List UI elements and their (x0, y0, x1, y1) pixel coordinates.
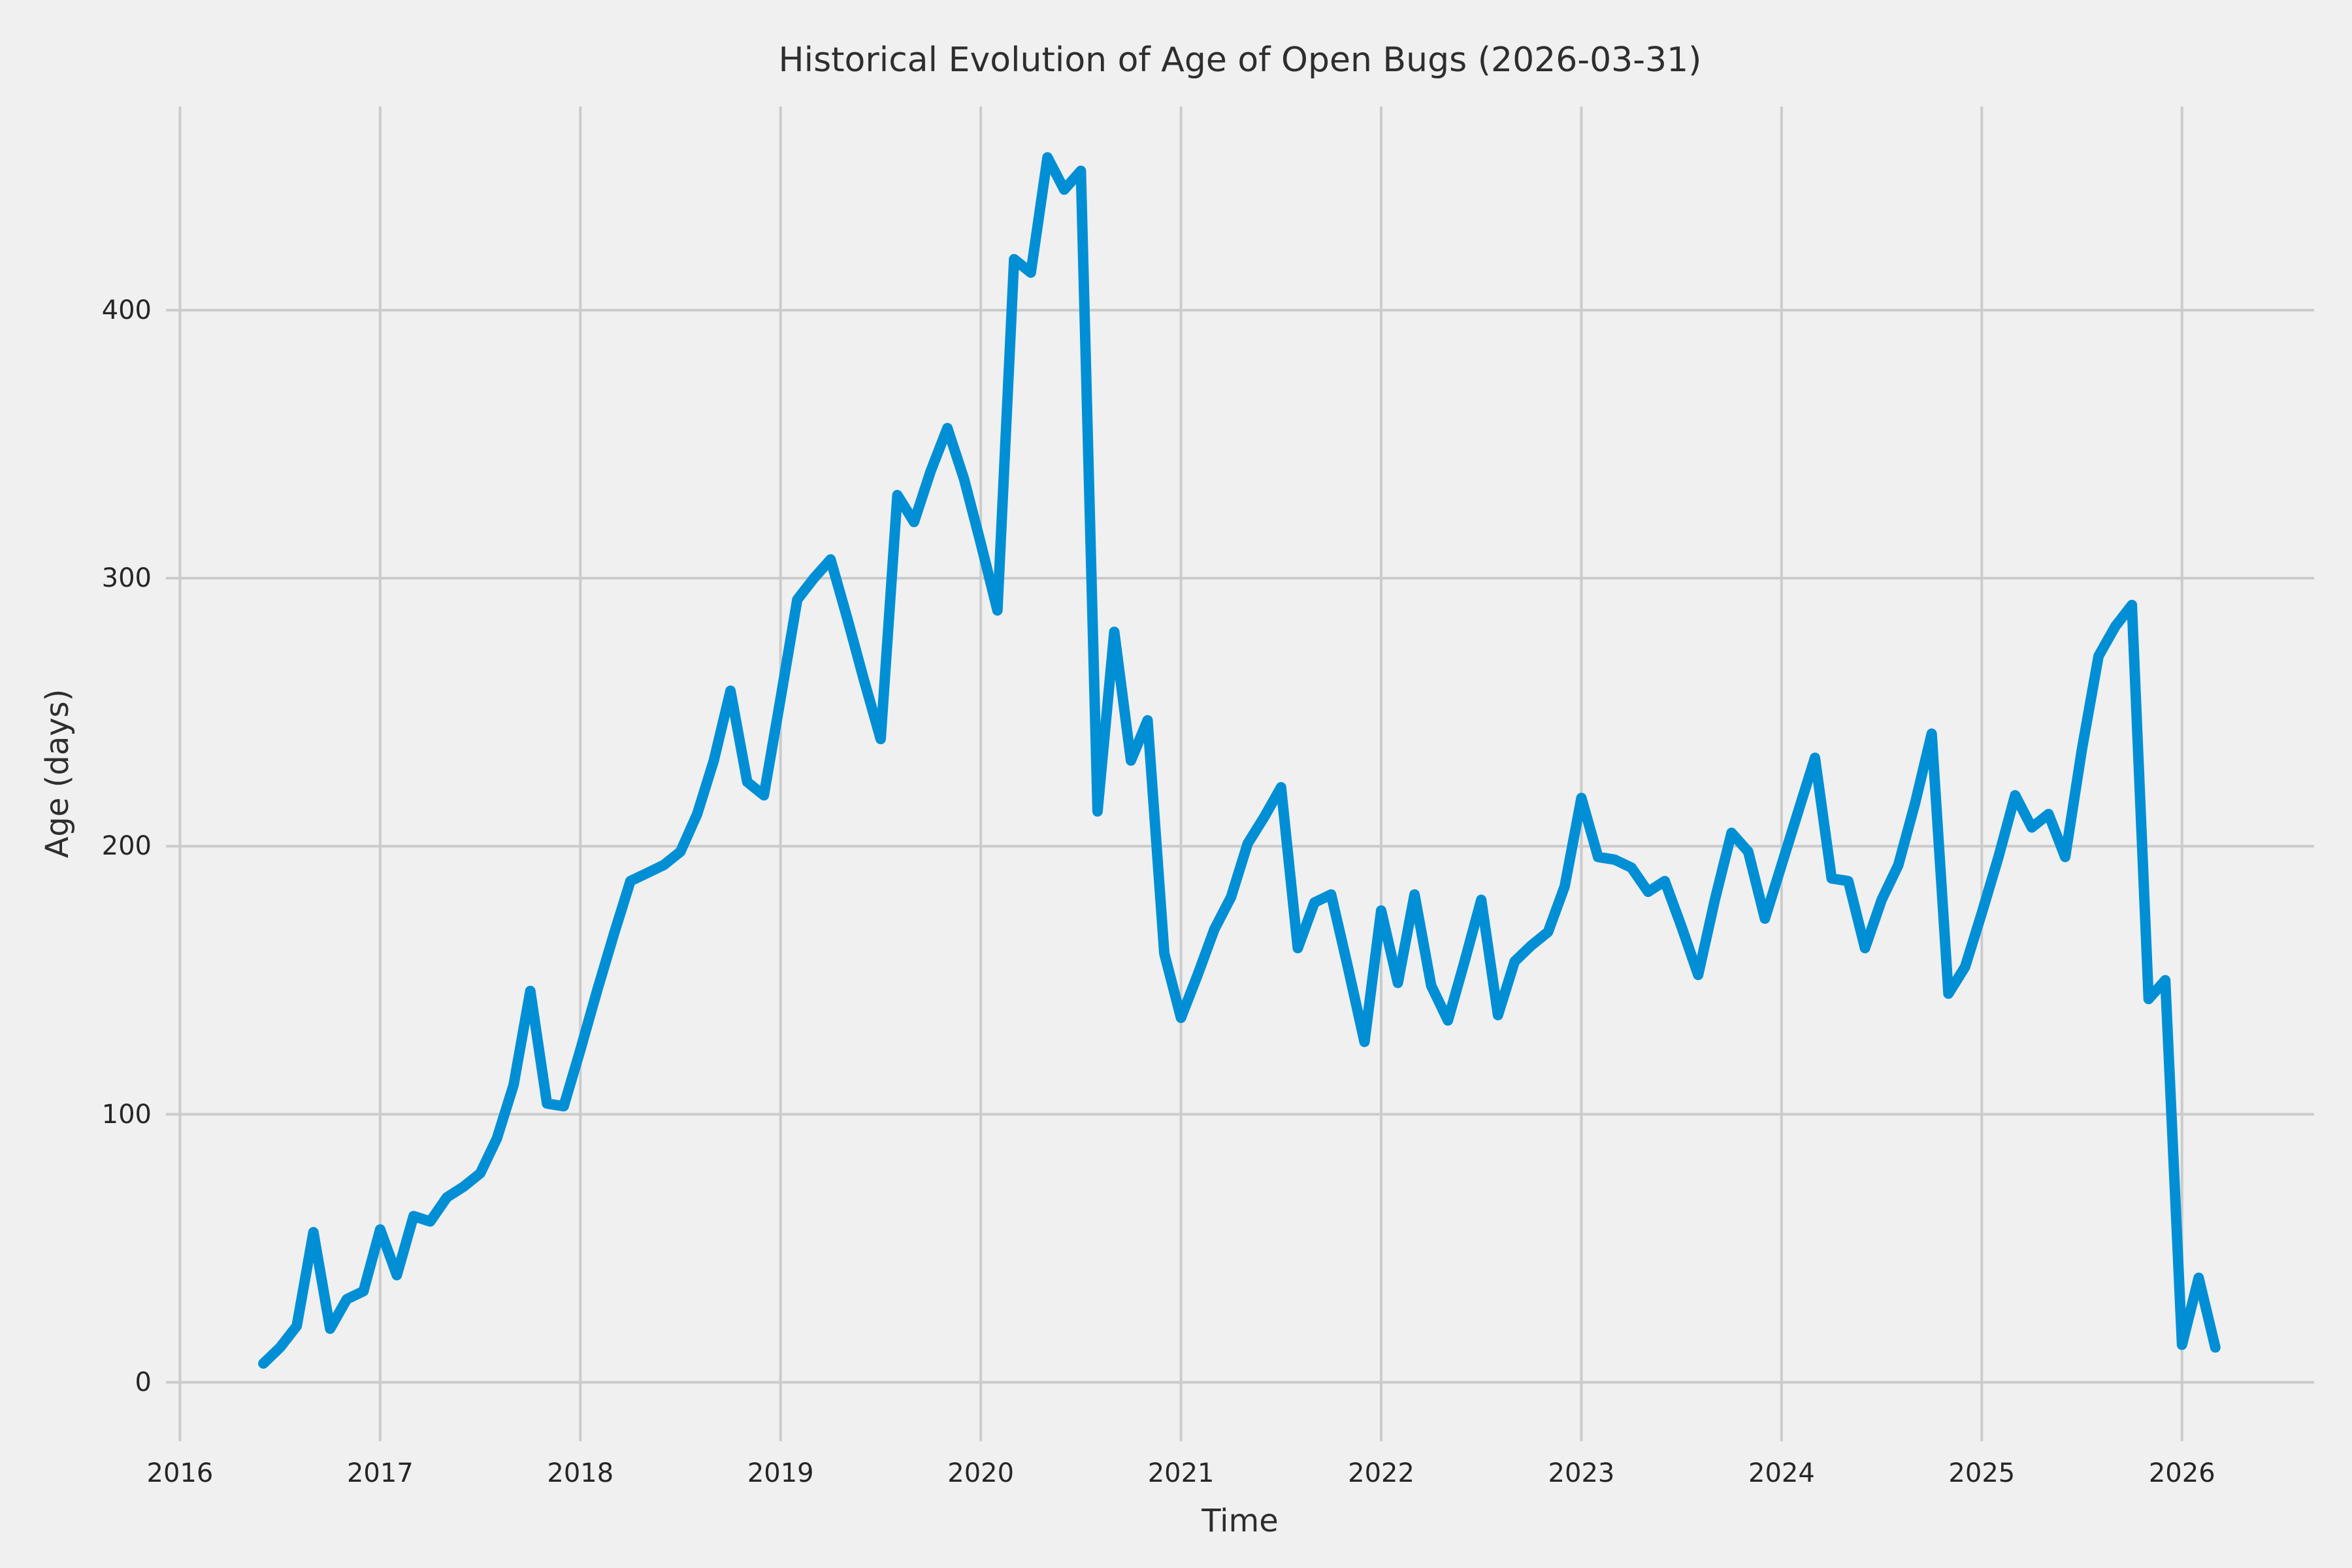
x-tick-label-2023: 2023 (1548, 1458, 1615, 1488)
x-tick-label-2019: 2019 (747, 1458, 814, 1488)
x-tick-label-2018: 2018 (547, 1458, 614, 1488)
series-line-age-of-open-bugs (258, 152, 2221, 1369)
x-tick-label-2022: 2022 (1348, 1458, 1414, 1488)
y-tick-label-0: 0 (135, 1367, 152, 1397)
x-tick-label-2017: 2017 (346, 1458, 414, 1488)
x-tick-label-2020: 2020 (947, 1458, 1015, 1488)
x-tick-label-2026: 2026 (2148, 1458, 2215, 1488)
y-axis-label: Age (days) (39, 689, 76, 858)
x-tick-label-2024: 2024 (1748, 1458, 1815, 1488)
series-lines (258, 152, 2221, 1369)
x-axis-label: Time (1201, 1503, 1279, 1539)
y-tick-label-400: 400 (101, 295, 152, 325)
y-tick-label-100: 100 (101, 1099, 152, 1130)
chart-title: Historical Evolution of Age of Open Bugs… (778, 41, 1702, 80)
y-tick-label-300: 300 (101, 563, 152, 594)
x-tick-label-2021: 2021 (1147, 1458, 1215, 1488)
y-tick-label-200: 200 (101, 831, 152, 862)
gridlines (166, 106, 2314, 1441)
x-tick-label-2025: 2025 (1948, 1458, 2016, 1488)
x-tick-label-2016: 2016 (146, 1458, 214, 1488)
